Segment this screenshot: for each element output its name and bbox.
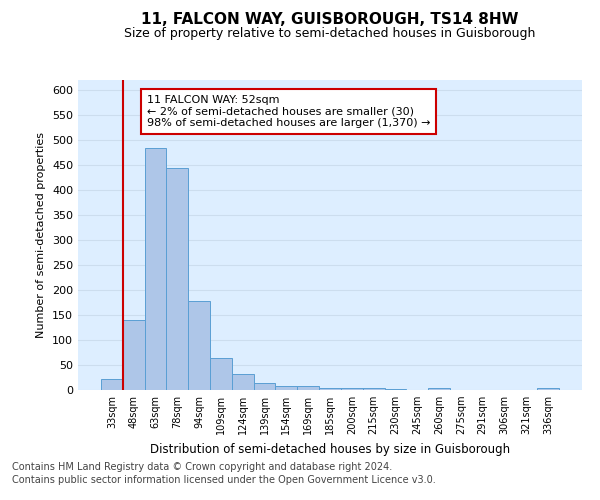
Bar xyxy=(188,301,210,390)
Bar xyxy=(341,388,363,390)
Text: Contains HM Land Registry data © Crown copyright and database right 2024.: Contains HM Land Registry data © Crown c… xyxy=(12,462,392,472)
Bar xyxy=(363,388,385,390)
Text: Size of property relative to semi-detached houses in Guisborough: Size of property relative to semi-detach… xyxy=(124,28,536,40)
Bar xyxy=(297,386,319,390)
Text: Contains public sector information licensed under the Open Government Licence v3: Contains public sector information licen… xyxy=(12,475,436,485)
Bar xyxy=(254,383,275,390)
Bar xyxy=(101,379,123,390)
Bar xyxy=(210,358,232,390)
Text: 11 FALCON WAY: 52sqm
← 2% of semi-detached houses are smaller (30)
98% of semi-d: 11 FALCON WAY: 52sqm ← 2% of semi-detach… xyxy=(147,95,430,128)
Bar xyxy=(428,388,450,390)
Bar xyxy=(166,168,188,390)
Bar xyxy=(537,388,559,390)
Bar xyxy=(145,148,166,390)
Bar xyxy=(123,320,145,390)
Bar xyxy=(385,388,406,390)
Text: 11, FALCON WAY, GUISBOROUGH, TS14 8HW: 11, FALCON WAY, GUISBOROUGH, TS14 8HW xyxy=(141,12,519,28)
Y-axis label: Number of semi-detached properties: Number of semi-detached properties xyxy=(37,132,46,338)
Bar xyxy=(319,388,341,390)
Bar xyxy=(275,386,297,390)
Bar xyxy=(232,374,254,390)
X-axis label: Distribution of semi-detached houses by size in Guisborough: Distribution of semi-detached houses by … xyxy=(150,442,510,456)
